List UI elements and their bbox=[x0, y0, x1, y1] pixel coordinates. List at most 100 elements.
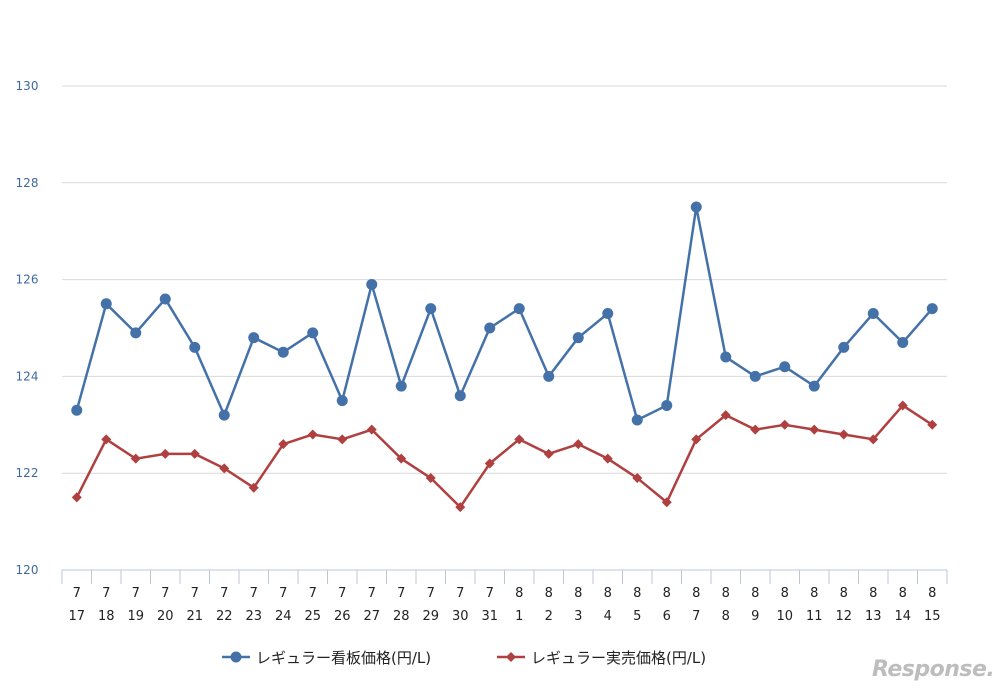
x-tick-month: 7 bbox=[309, 586, 317, 601]
x-tick-month: 8 bbox=[899, 586, 907, 601]
y-tick-label: 126 bbox=[16, 273, 39, 287]
x-tick-day: 29 bbox=[422, 609, 439, 624]
y-axis: 120 122 124 126 128 130 bbox=[16, 79, 39, 577]
x-tick-day: 10 bbox=[776, 609, 793, 624]
x-tick-day: 20 bbox=[157, 609, 174, 624]
circle-point bbox=[690, 201, 702, 213]
x-tick-month: 7 bbox=[161, 586, 169, 601]
diamond-point bbox=[130, 453, 141, 464]
x-tick-day: 24 bbox=[275, 609, 292, 624]
diamond-point bbox=[219, 463, 230, 474]
x-tick-month: 7 bbox=[191, 586, 199, 601]
x-tick-month: 8 bbox=[574, 586, 582, 601]
x-tick-month: 8 bbox=[545, 586, 553, 601]
x-tick-month: 7 bbox=[102, 586, 110, 601]
circle-point bbox=[71, 404, 83, 416]
legend-item-1: レギュラー看板価格(円/L) bbox=[222, 649, 431, 667]
x-tick-day: 18 bbox=[98, 609, 115, 624]
circle-point bbox=[218, 409, 230, 421]
diamond-point bbox=[927, 419, 938, 430]
circle-point bbox=[454, 390, 466, 402]
legend-label: レギュラー看板価格(円/L) bbox=[256, 649, 431, 667]
y-tick-label: 124 bbox=[16, 369, 39, 383]
circle-point bbox=[366, 278, 378, 290]
x-tick-day: 23 bbox=[245, 609, 262, 624]
diamond-point bbox=[366, 424, 377, 435]
x-tick-day: 14 bbox=[894, 609, 911, 624]
circle-point bbox=[248, 332, 260, 344]
x-tick-month: 8 bbox=[928, 586, 936, 601]
x-tick-day: 11 bbox=[806, 609, 823, 624]
x-tick-day: 30 bbox=[452, 609, 469, 624]
diamond-point bbox=[661, 497, 672, 508]
diamond-point bbox=[868, 434, 879, 445]
x-tick-month: 7 bbox=[73, 586, 81, 601]
y-tick-label: 130 bbox=[16, 79, 39, 93]
circle-point bbox=[100, 298, 112, 310]
diamond-point bbox=[573, 439, 584, 450]
x-tick-month: 7 bbox=[368, 586, 376, 601]
x-tick-day: 3 bbox=[574, 609, 582, 624]
series-line bbox=[75, 205, 934, 422]
circle-point bbox=[336, 395, 348, 407]
circle-point bbox=[277, 346, 289, 358]
x-tick-month: 7 bbox=[220, 586, 228, 601]
x-tick-month: 8 bbox=[663, 586, 671, 601]
diamond-point bbox=[779, 419, 790, 430]
x-tick-month: 7 bbox=[250, 586, 258, 601]
series-group bbox=[71, 201, 938, 513]
diamond-point bbox=[838, 429, 849, 440]
legend: レギュラー看板価格(円/L) レギュラー実売価格(円/L) bbox=[222, 649, 706, 667]
x-tick-day: 13 bbox=[865, 609, 882, 624]
circle-point bbox=[307, 327, 319, 339]
circle-point bbox=[395, 380, 407, 392]
circle-point bbox=[926, 303, 938, 315]
x-tick-day: 28 bbox=[393, 609, 410, 624]
x-tick-day: 19 bbox=[127, 609, 144, 624]
diamond-point bbox=[632, 473, 643, 484]
x-tick-month: 8 bbox=[869, 586, 877, 601]
x-tick-month: 8 bbox=[781, 586, 789, 601]
circle-point bbox=[897, 337, 909, 349]
x-tick-month: 8 bbox=[515, 586, 523, 601]
circle-point bbox=[720, 351, 732, 363]
diamond-point bbox=[337, 434, 348, 445]
x-tick-month: 7 bbox=[397, 586, 405, 601]
response-watermark: Response. bbox=[872, 657, 994, 682]
x-tick-month: 8 bbox=[751, 586, 759, 601]
x-axis: 7177187197207217227237247257267277287297… bbox=[61, 569, 948, 624]
diamond-point bbox=[278, 439, 289, 450]
diamond-point bbox=[750, 424, 761, 435]
diamond-point bbox=[514, 434, 525, 445]
x-tick-day: 5 bbox=[633, 609, 641, 624]
diamond-point bbox=[455, 502, 466, 513]
x-tick-day: 6 bbox=[663, 609, 671, 624]
legend-label: レギュラー実売価格(円/L) bbox=[531, 649, 706, 667]
x-tick-day: 26 bbox=[334, 609, 351, 624]
circle-point bbox=[484, 322, 496, 334]
x-tick-day: 2 bbox=[545, 609, 553, 624]
x-tick-month: 7 bbox=[456, 586, 464, 601]
x-tick-day: 12 bbox=[835, 609, 852, 624]
x-tick-month: 7 bbox=[279, 586, 287, 601]
circle-point bbox=[867, 307, 879, 319]
circle-point bbox=[779, 361, 791, 373]
circle-point bbox=[808, 380, 820, 392]
x-tick-day: 22 bbox=[216, 609, 233, 624]
series-line bbox=[75, 404, 933, 509]
diamond-point bbox=[307, 429, 318, 440]
x-tick-month: 7 bbox=[338, 586, 346, 601]
legend-marker bbox=[506, 652, 516, 662]
x-tick-month: 8 bbox=[810, 586, 818, 601]
circle-point bbox=[425, 303, 437, 315]
x-tick-month: 7 bbox=[486, 586, 494, 601]
circle-point bbox=[513, 303, 525, 315]
x-tick-day: 4 bbox=[604, 609, 612, 624]
diamond-point bbox=[602, 453, 613, 464]
x-tick-month: 8 bbox=[722, 586, 730, 601]
diamond-point bbox=[809, 424, 820, 435]
circle-point bbox=[749, 370, 761, 382]
diamond-point bbox=[396, 453, 407, 464]
x-tick-day: 25 bbox=[304, 609, 321, 624]
